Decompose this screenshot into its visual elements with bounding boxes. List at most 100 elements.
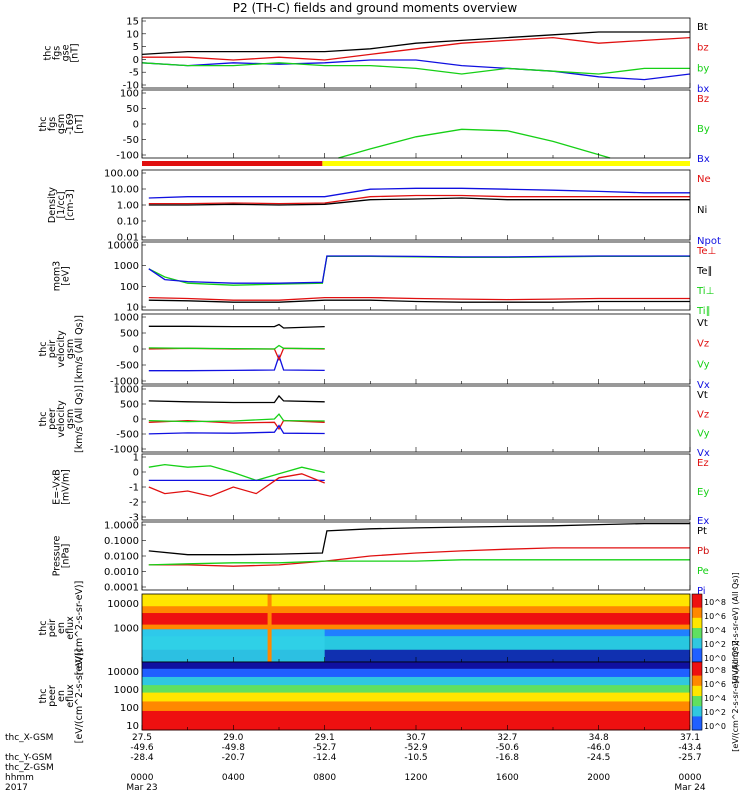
y-axis-label: velocity [56,330,67,368]
plot-title: P2 (TH-C) fields and ground moments over… [233,1,518,15]
y-tick-label: 0.0010 [104,567,139,578]
panel-frame [141,453,691,521]
legend-entry: Pe [697,566,709,577]
colorbar-tick-label: 10^4 [704,626,726,635]
spectrogram-band [142,606,690,614]
colorbar-tick-label: 10^0 [704,654,726,663]
legend-entry: Te⊥ [696,246,716,257]
y-axis-label: gsm [65,409,76,429]
y-tick-label: 10 [126,303,139,314]
spectrogram-band [142,613,690,626]
y-axis-label: gsm [65,339,76,359]
footer-value: -16.8 [496,753,520,763]
spectrogram-band [142,594,690,607]
series-line-by [141,62,690,75]
colorbar [691,661,703,731]
y-axis-label: thc [38,621,49,636]
colorbar-segment [692,696,702,707]
spectrogram-band [142,710,690,731]
y-axis-label: thc [38,117,49,132]
y-tick-label: 0.1000 [104,536,139,547]
series-line-Vx [148,424,325,435]
series-line-Vy [148,413,325,423]
colorbar-tick-label: 10^2 [704,640,726,649]
footer-value: 0000 [131,773,154,783]
y-axis-label: gse [61,44,72,61]
y-tick-label: -1 [129,483,139,494]
colorbar-segment [692,628,702,639]
y-axis-label: thc [38,342,49,357]
series-line-Bt [141,31,690,56]
panels: 151050-5-10thcfgsgse[nT]Btbzbybx100500-5… [38,17,740,752]
y-axis-label: [1/cc] [56,191,67,218]
footer-row-label: hhmm [5,773,34,783]
panel-frame [141,89,691,159]
footer-value: 30.7 [406,733,426,743]
footer-row-label: thc_X-GSM [5,733,53,743]
colorbar-label: [eV/(cm^2-s-sr-eV) (All Qs)] [731,640,740,751]
series-line-Te⊥ [148,296,690,301]
y-tick-label: 100 [120,282,139,293]
footer-value: -46.0 [587,743,611,753]
y-axis-label: velocity [56,400,67,438]
y-tick-label: -500 [116,430,139,441]
series-line-Pb [148,547,690,567]
colorbar-tick-label: 10^6 [704,680,726,689]
y-tick-label: -500 [116,361,139,372]
y-tick-label: -10 [123,81,139,92]
footer-ephemeris: thc_X-GSM 27.5 29.0 29.1 30.7 32.7 34.8 37.1 -49… [5,733,706,793]
footer-value: -52.7 [313,743,336,753]
spectrogram-band [142,662,690,670]
footer-value: 29.1 [315,733,335,743]
series-line-Vz [148,347,325,362]
y-axis-label: thc [38,412,49,427]
y-tick-label: 100 [120,89,139,100]
y-tick-label: 10 [126,29,139,40]
legend-entry: Vx [697,448,710,459]
panel-pressure: 1.0000 0.1000 0.0100 0.0010 0.0001 Pressure[n… [52,521,710,598]
y-tick-label: -1000 [110,377,139,388]
y-tick-label: -50 [123,135,139,146]
legend-entry: Vz [697,339,709,350]
colorbar-segment [692,648,702,663]
y-axis-label: [cm-3] [65,189,76,220]
y-axis-label: [eV/(cm^2-s-sr-eV)] [74,581,85,676]
y-tick-label: 1000 [114,313,139,324]
spectrogram-band [142,668,690,678]
y-axis-label: [eV/(cm^2-s-sr-eV)] [74,649,85,744]
y-axis-label: en [56,622,67,634]
colorbar-segment [692,706,702,717]
legend-entry: by [697,63,709,74]
panel-efield: 1 0 -1 -2 -3 E=-VxB[mV/m] Ez Ey Ex [52,453,710,528]
colorbar-tick-label: 10^2 [704,708,726,717]
series-line-Pe [148,559,690,566]
footer-value: 27.5 [132,733,152,743]
footer-value: -52.9 [404,743,428,753]
y-axis-label: [eV] [61,266,72,286]
footer-value: -49.6 [130,743,154,753]
footer-value: -12.4 [313,753,337,763]
footer-value: -20.7 [222,753,245,763]
y-tick-label: 5 [133,42,139,53]
y-tick-label: 1000 [114,623,139,634]
panel-peir_en: 10^8 10^6 10^4 10^2 10^0 [eV/(cm^2-s-sr-eV) (… [38,572,740,683]
y-axis-label: [nT] [74,114,85,133]
y-tick-label: 0.10 [117,217,139,228]
footer-value: Mar 24 [674,783,706,793]
y-tick-label: 500 [120,329,139,340]
y-tick-label: 1000 [114,261,139,272]
legend-entry: Vx [697,380,710,391]
y-tick-label: 1 [133,453,139,464]
y-axis-label: [km/s (All Qs)] [74,315,85,383]
legend-entry: Ex [697,516,709,527]
footer-value: 0400 [222,773,245,783]
y-tick-label: 0.0001 [104,583,139,594]
y-tick-label: 10 [126,721,139,732]
y-tick-label: 1.00 [117,201,139,212]
spectrogram-band [142,629,325,662]
series-line-Vx [148,353,325,372]
colorbar-segment [692,594,702,609]
y-axis-label: -169 [65,113,76,135]
